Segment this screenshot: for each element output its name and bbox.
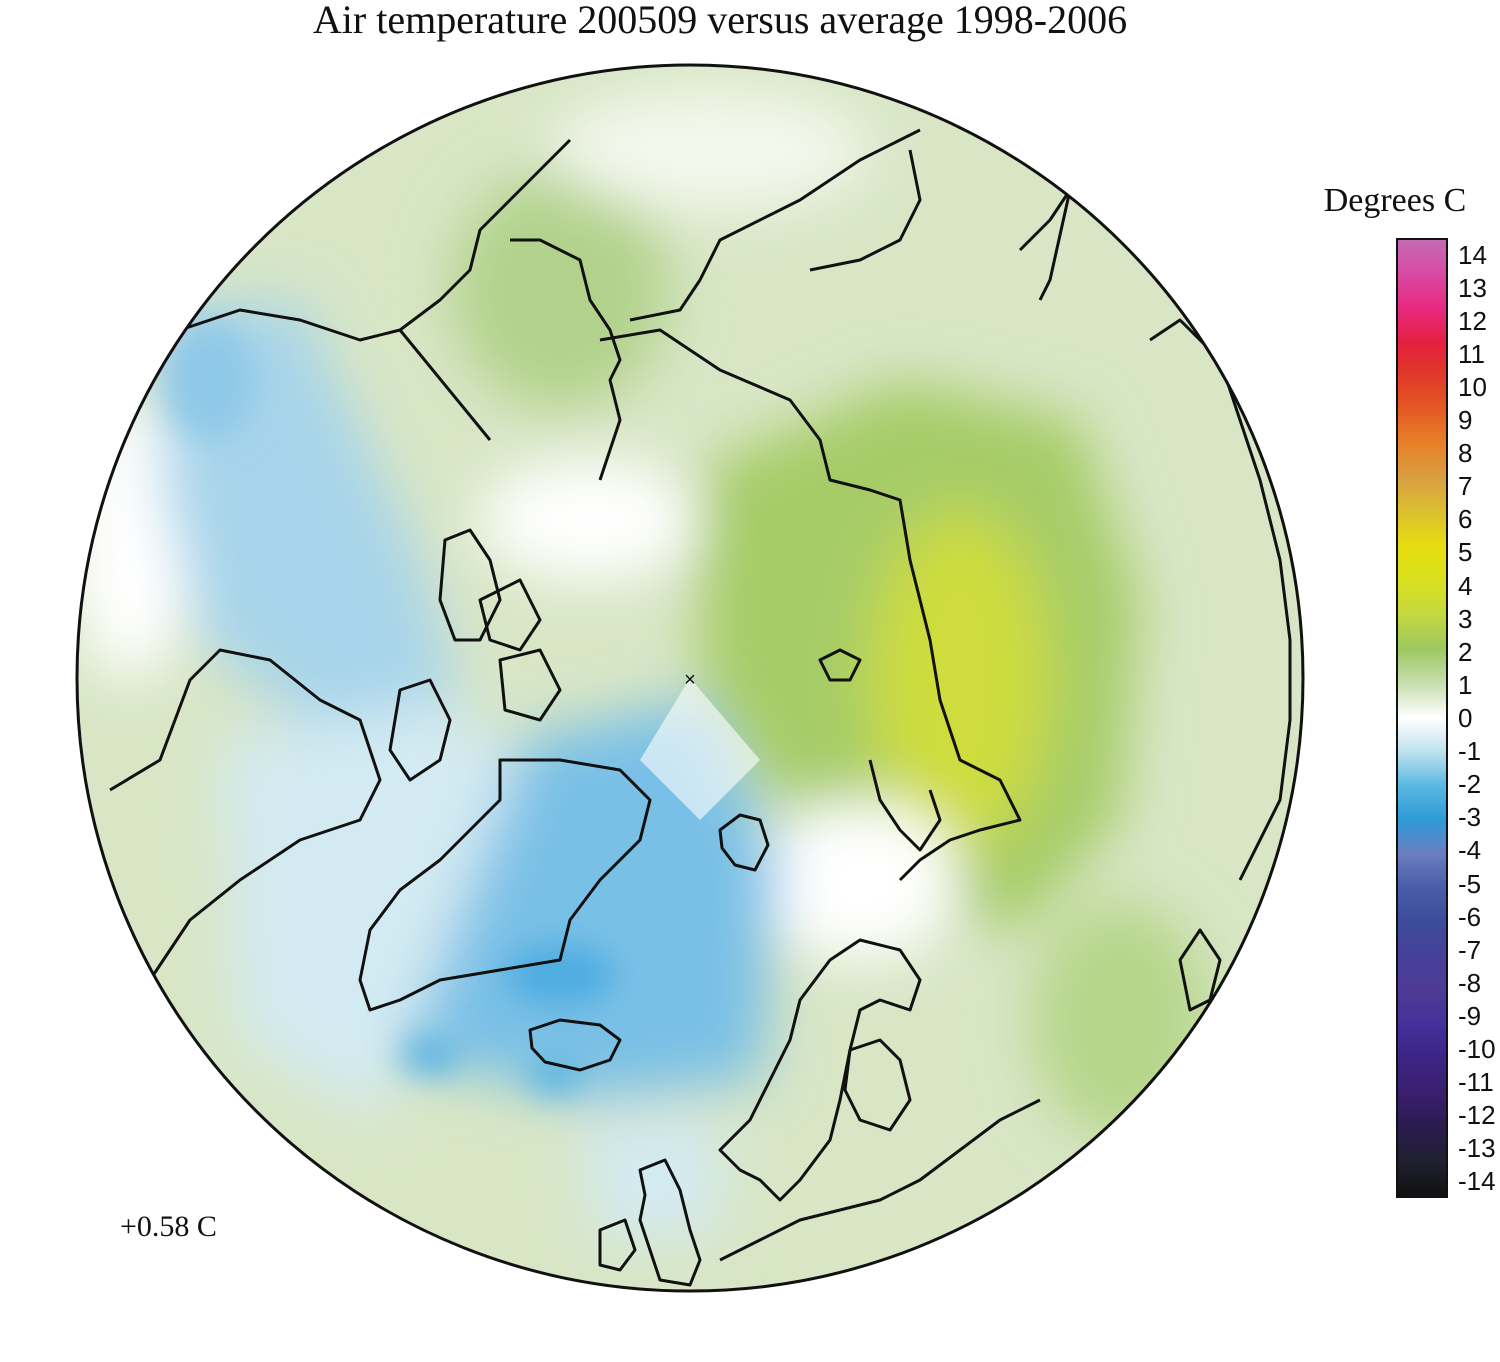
legend-tick-label: -7 <box>1458 934 1482 965</box>
border-alaska-canada <box>398 329 492 441</box>
legend-tick-label: -13 <box>1458 1133 1496 1164</box>
coast-north-america <box>109 648 382 1002</box>
legend-tick-label: -11 <box>1458 1067 1494 1098</box>
legend-tick-label: 10 <box>1458 371 1487 402</box>
legend-tick-label: 9 <box>1458 405 1473 436</box>
legend-tick-label: 7 <box>1458 471 1473 502</box>
legend-tick-label: -12 <box>1458 1100 1496 1131</box>
legend-tick-label: 1 <box>1458 669 1473 700</box>
coast-baffin <box>388 678 452 782</box>
coast-ireland <box>598 1218 637 1272</box>
coast-greenland <box>358 758 652 1012</box>
map-border-circle <box>75 63 1305 1293</box>
legend-tick-label: 12 <box>1458 305 1487 336</box>
legend-tick-label: 13 <box>1458 272 1487 303</box>
legend-tick-label: -6 <box>1458 901 1482 932</box>
legend-tick-label: 3 <box>1458 603 1473 634</box>
legend-tick-label: -5 <box>1458 868 1482 899</box>
legend-tick-label: 11 <box>1458 338 1485 369</box>
legend-tick-label: 0 <box>1458 703 1473 733</box>
coast-archipelago-1 <box>478 578 542 652</box>
anomaly-chukotka-green <box>450 170 670 410</box>
legend-tick-label: 6 <box>1458 504 1473 535</box>
anomaly-south-core <box>400 1035 460 1075</box>
coast-scandinavia <box>718 938 922 1202</box>
coast-alaska <box>179 138 572 342</box>
coast-caspian <box>1178 928 1222 1012</box>
anomaly-iceland-core <box>527 1057 583 1093</box>
coastlines <box>109 128 1292 1287</box>
legend-tick-label: -3 <box>1458 802 1482 833</box>
anomaly-white-central <box>480 460 700 580</box>
coast-yamal <box>868 759 942 852</box>
legend-tick-label: -8 <box>1458 967 1482 998</box>
coast-kamchatka <box>809 149 922 272</box>
mean-anomaly-label: +0.58 C <box>120 1210 217 1243</box>
coast-britain <box>638 1158 702 1287</box>
legend-tick-label: -1 <box>1458 736 1482 767</box>
legend-tick-label: 4 <box>1458 570 1473 601</box>
map-title: Air temperature 200509 versus average 19… <box>312 0 1128 42</box>
coast-russia-east <box>629 128 921 322</box>
anomaly-britain-lightblue <box>580 1120 720 1240</box>
coast-iceland <box>528 1018 622 1072</box>
north-pole-marker: × <box>684 669 696 691</box>
legend-tick-label: 2 <box>1458 636 1473 667</box>
anomaly-white-pacific <box>550 90 870 210</box>
coast-ellesmere <box>438 528 502 642</box>
legend-tick-label: -4 <box>1458 835 1482 866</box>
anomaly-beaufort-core <box>165 320 255 440</box>
anomaly-kazakhstan-green <box>1030 900 1210 1140</box>
coast-svalbard <box>718 813 770 872</box>
legend-colorbar <box>1396 238 1448 1198</box>
legend-tick-label: -10 <box>1458 1034 1496 1065</box>
anomaly-labrador-lightblue <box>220 700 520 1120</box>
coast-europe <box>719 1098 1041 1262</box>
coast-chukotka <box>510 238 622 481</box>
legend-title: Degrees C <box>1323 182 1467 219</box>
legend-tick-label: 14 <box>1458 239 1487 270</box>
anomaly-white-barents <box>760 800 960 960</box>
legend-tick-label: 8 <box>1458 438 1473 469</box>
legend-tick-label: -9 <box>1458 1000 1482 1031</box>
coast-russia-north <box>599 328 1022 882</box>
legend-tick-label: 5 <box>1458 537 1473 568</box>
coast-archipelago-2 <box>498 648 562 722</box>
coast-novaya-zemlya <box>818 648 862 682</box>
anomaly-greenland-core <box>505 945 615 1005</box>
anomaly-siberia-yellow <box>870 510 1050 850</box>
coast-finland <box>843 1038 912 1132</box>
legend-tick-label: -14 <box>1458 1166 1496 1197</box>
legend-tick-label: -2 <box>1458 769 1482 800</box>
anomaly-pole-wedge <box>640 678 760 820</box>
